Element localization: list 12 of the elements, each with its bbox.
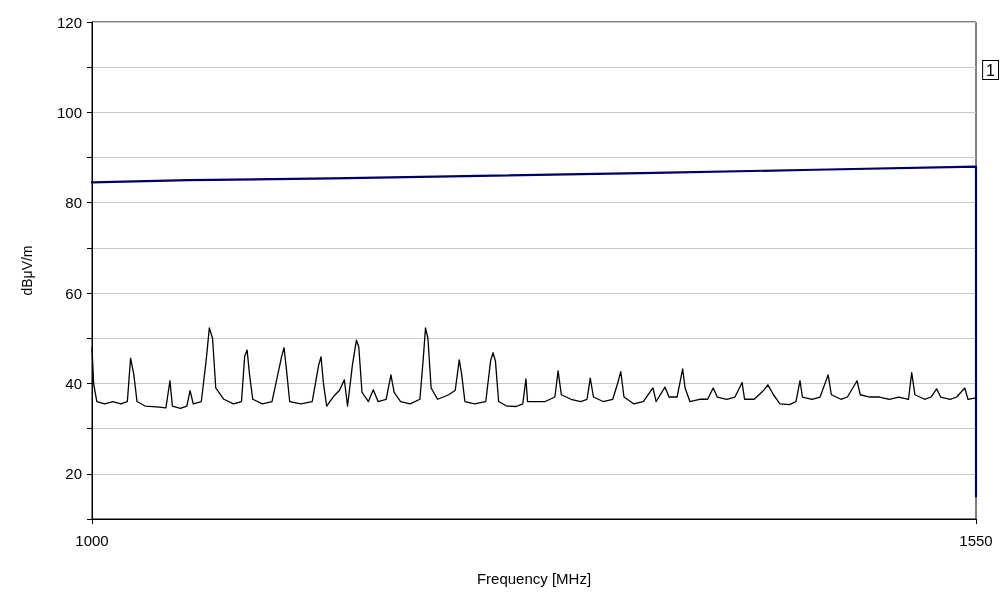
x-tick-label: 1000: [75, 532, 109, 549]
y-tick-label: 60: [65, 284, 82, 302]
y-axis-title: dBμV/m: [19, 245, 35, 296]
y-tick-label: 100: [56, 103, 82, 121]
text: 1: [986, 61, 996, 79]
y-tick-label: 80: [65, 194, 82, 212]
x-tick-label: 1550: [959, 532, 993, 549]
y-tick-label: 20: [65, 465, 82, 483]
line-series: [90, 165, 978, 498]
y-tick-label: 120: [56, 13, 82, 31]
y-tick-label: 40: [65, 374, 82, 392]
x-axis-title: Frequency [MHz]: [476, 570, 592, 587]
